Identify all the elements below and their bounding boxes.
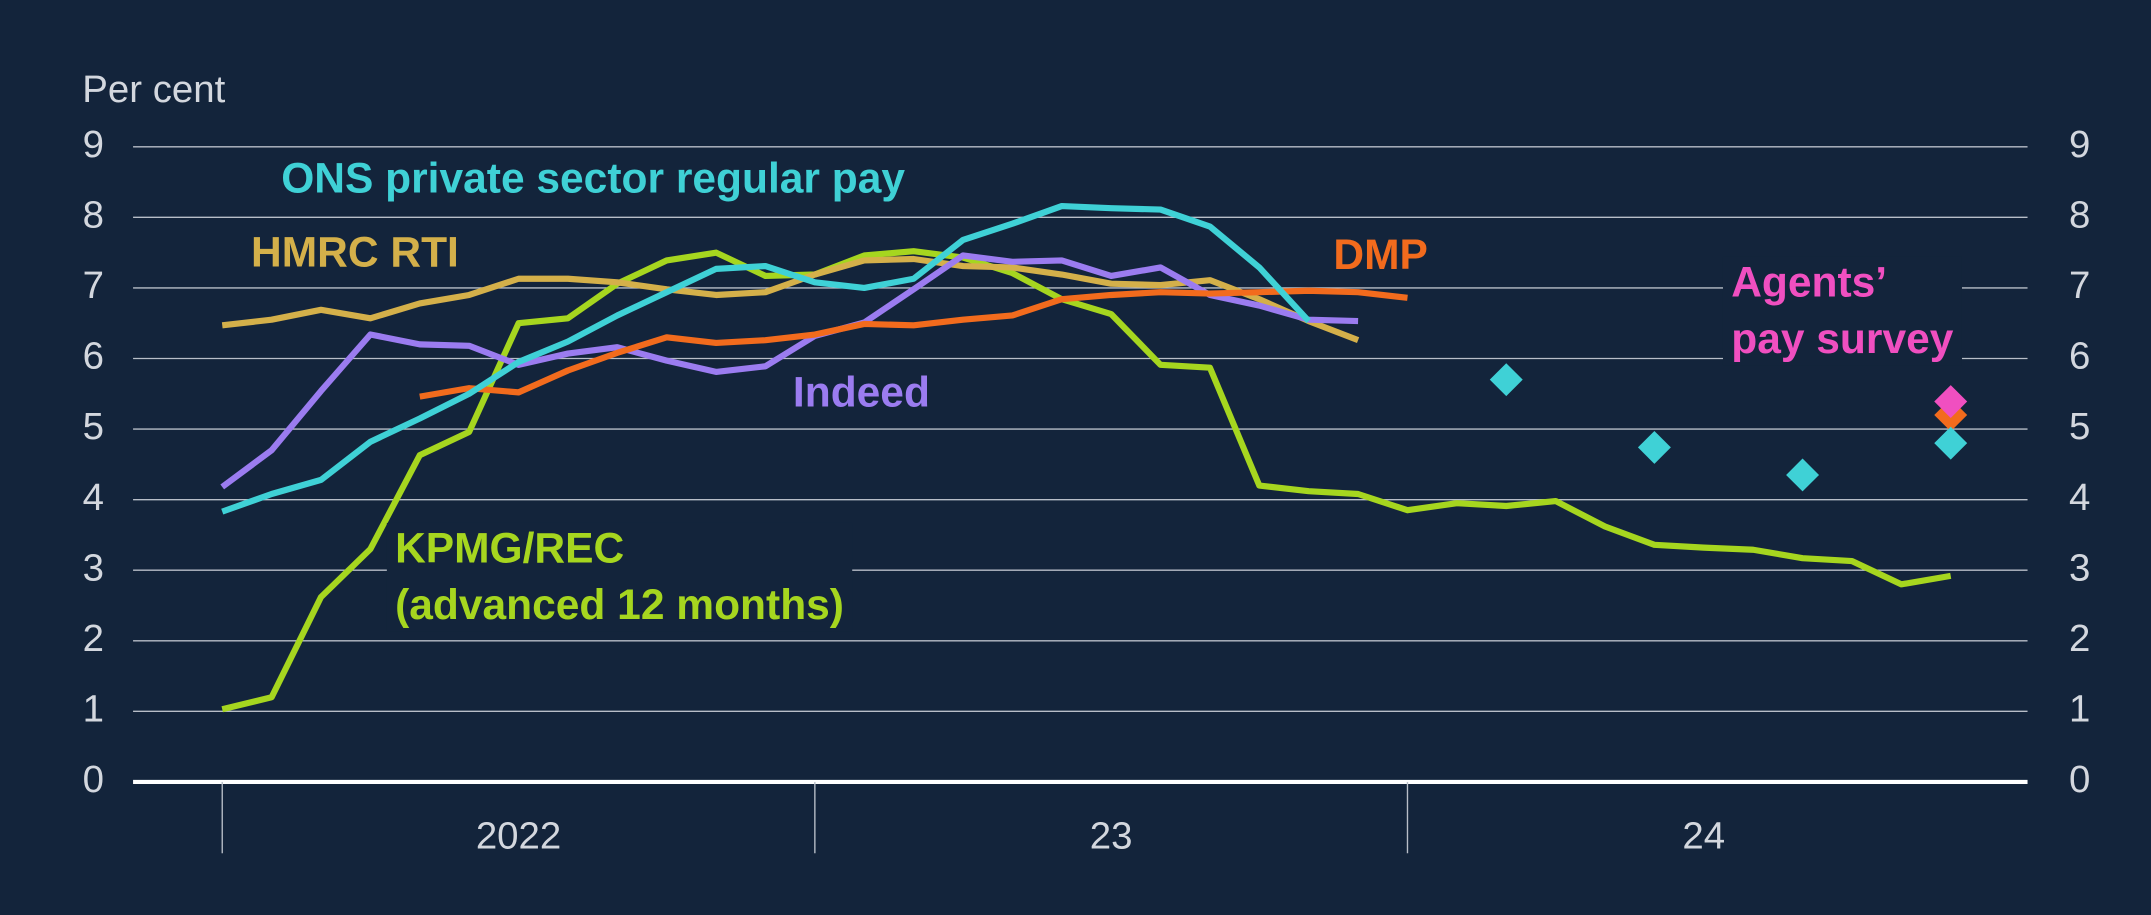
series-line xyxy=(220,252,1359,490)
series-line xyxy=(221,202,1311,515)
series-label-text: DMP xyxy=(1333,232,1427,279)
series-label-text: HMRC RTI xyxy=(251,229,459,276)
y-tick-label: 6 xyxy=(83,335,104,378)
y-tick-label: 1 xyxy=(83,688,104,731)
y2-tick-label: 1 xyxy=(2069,688,2090,731)
series-label-text: (advanced 12 months) xyxy=(395,582,844,629)
label-background xyxy=(386,522,853,632)
y2-tick-label: 2 xyxy=(2069,617,2090,660)
series-label: KPMG/REC (advanced 12 months) xyxy=(386,522,853,632)
series-label: Indeed xyxy=(793,369,930,416)
series-label-text: pay survey xyxy=(1731,316,1954,363)
y2-tick-label: 3 xyxy=(2069,546,2090,589)
y-tick-label: 3 xyxy=(83,546,104,589)
y-tick-label: 5 xyxy=(83,405,104,448)
marker xyxy=(1489,363,1523,397)
series-label: ONS private sector regular pay xyxy=(281,155,905,202)
y2-tick-label: 8 xyxy=(2069,193,2090,236)
y2-tick-label: 6 xyxy=(2069,335,2090,378)
series-label: Agents’ pay survey xyxy=(1722,256,1962,366)
series-label-text: Indeed xyxy=(793,369,930,416)
label-background xyxy=(1722,256,1962,366)
y-tick-label: 0 xyxy=(83,758,104,801)
series-line xyxy=(419,287,1408,400)
series-label: DMP xyxy=(1333,232,1427,279)
series-label-text: KPMG/REC xyxy=(395,526,624,573)
series-label: HMRC RTI xyxy=(251,229,459,276)
y2-tick-label: 0 xyxy=(2069,758,2090,801)
y2-tick-label: 7 xyxy=(2069,264,2090,307)
marker xyxy=(1934,385,1968,419)
y2-tick-label: 4 xyxy=(2069,476,2090,519)
x-tick-label: 2022 xyxy=(476,814,561,857)
marker xyxy=(1934,426,1968,460)
y-tick-label: 7 xyxy=(83,264,104,307)
marker xyxy=(1637,430,1671,464)
marker xyxy=(1786,458,1820,492)
y-tick-label: 9 xyxy=(83,123,104,166)
y2-tick-label: 9 xyxy=(2069,123,2090,166)
x-tick-label: 24 xyxy=(1682,814,1725,857)
x-tick-label: 23 xyxy=(1090,814,1133,857)
y-tick-label: 4 xyxy=(83,476,104,519)
series-label-text: ONS private sector regular pay xyxy=(281,155,905,202)
series-line xyxy=(221,248,1952,713)
y-tick-label: 2 xyxy=(83,617,104,660)
series-label-text: Agents’ xyxy=(1731,260,1887,307)
series-line xyxy=(221,255,1360,344)
y-tick-label: 8 xyxy=(83,193,104,236)
y-axis-label: Per cent xyxy=(82,68,225,111)
y2-tick-label: 5 xyxy=(2069,405,2090,448)
